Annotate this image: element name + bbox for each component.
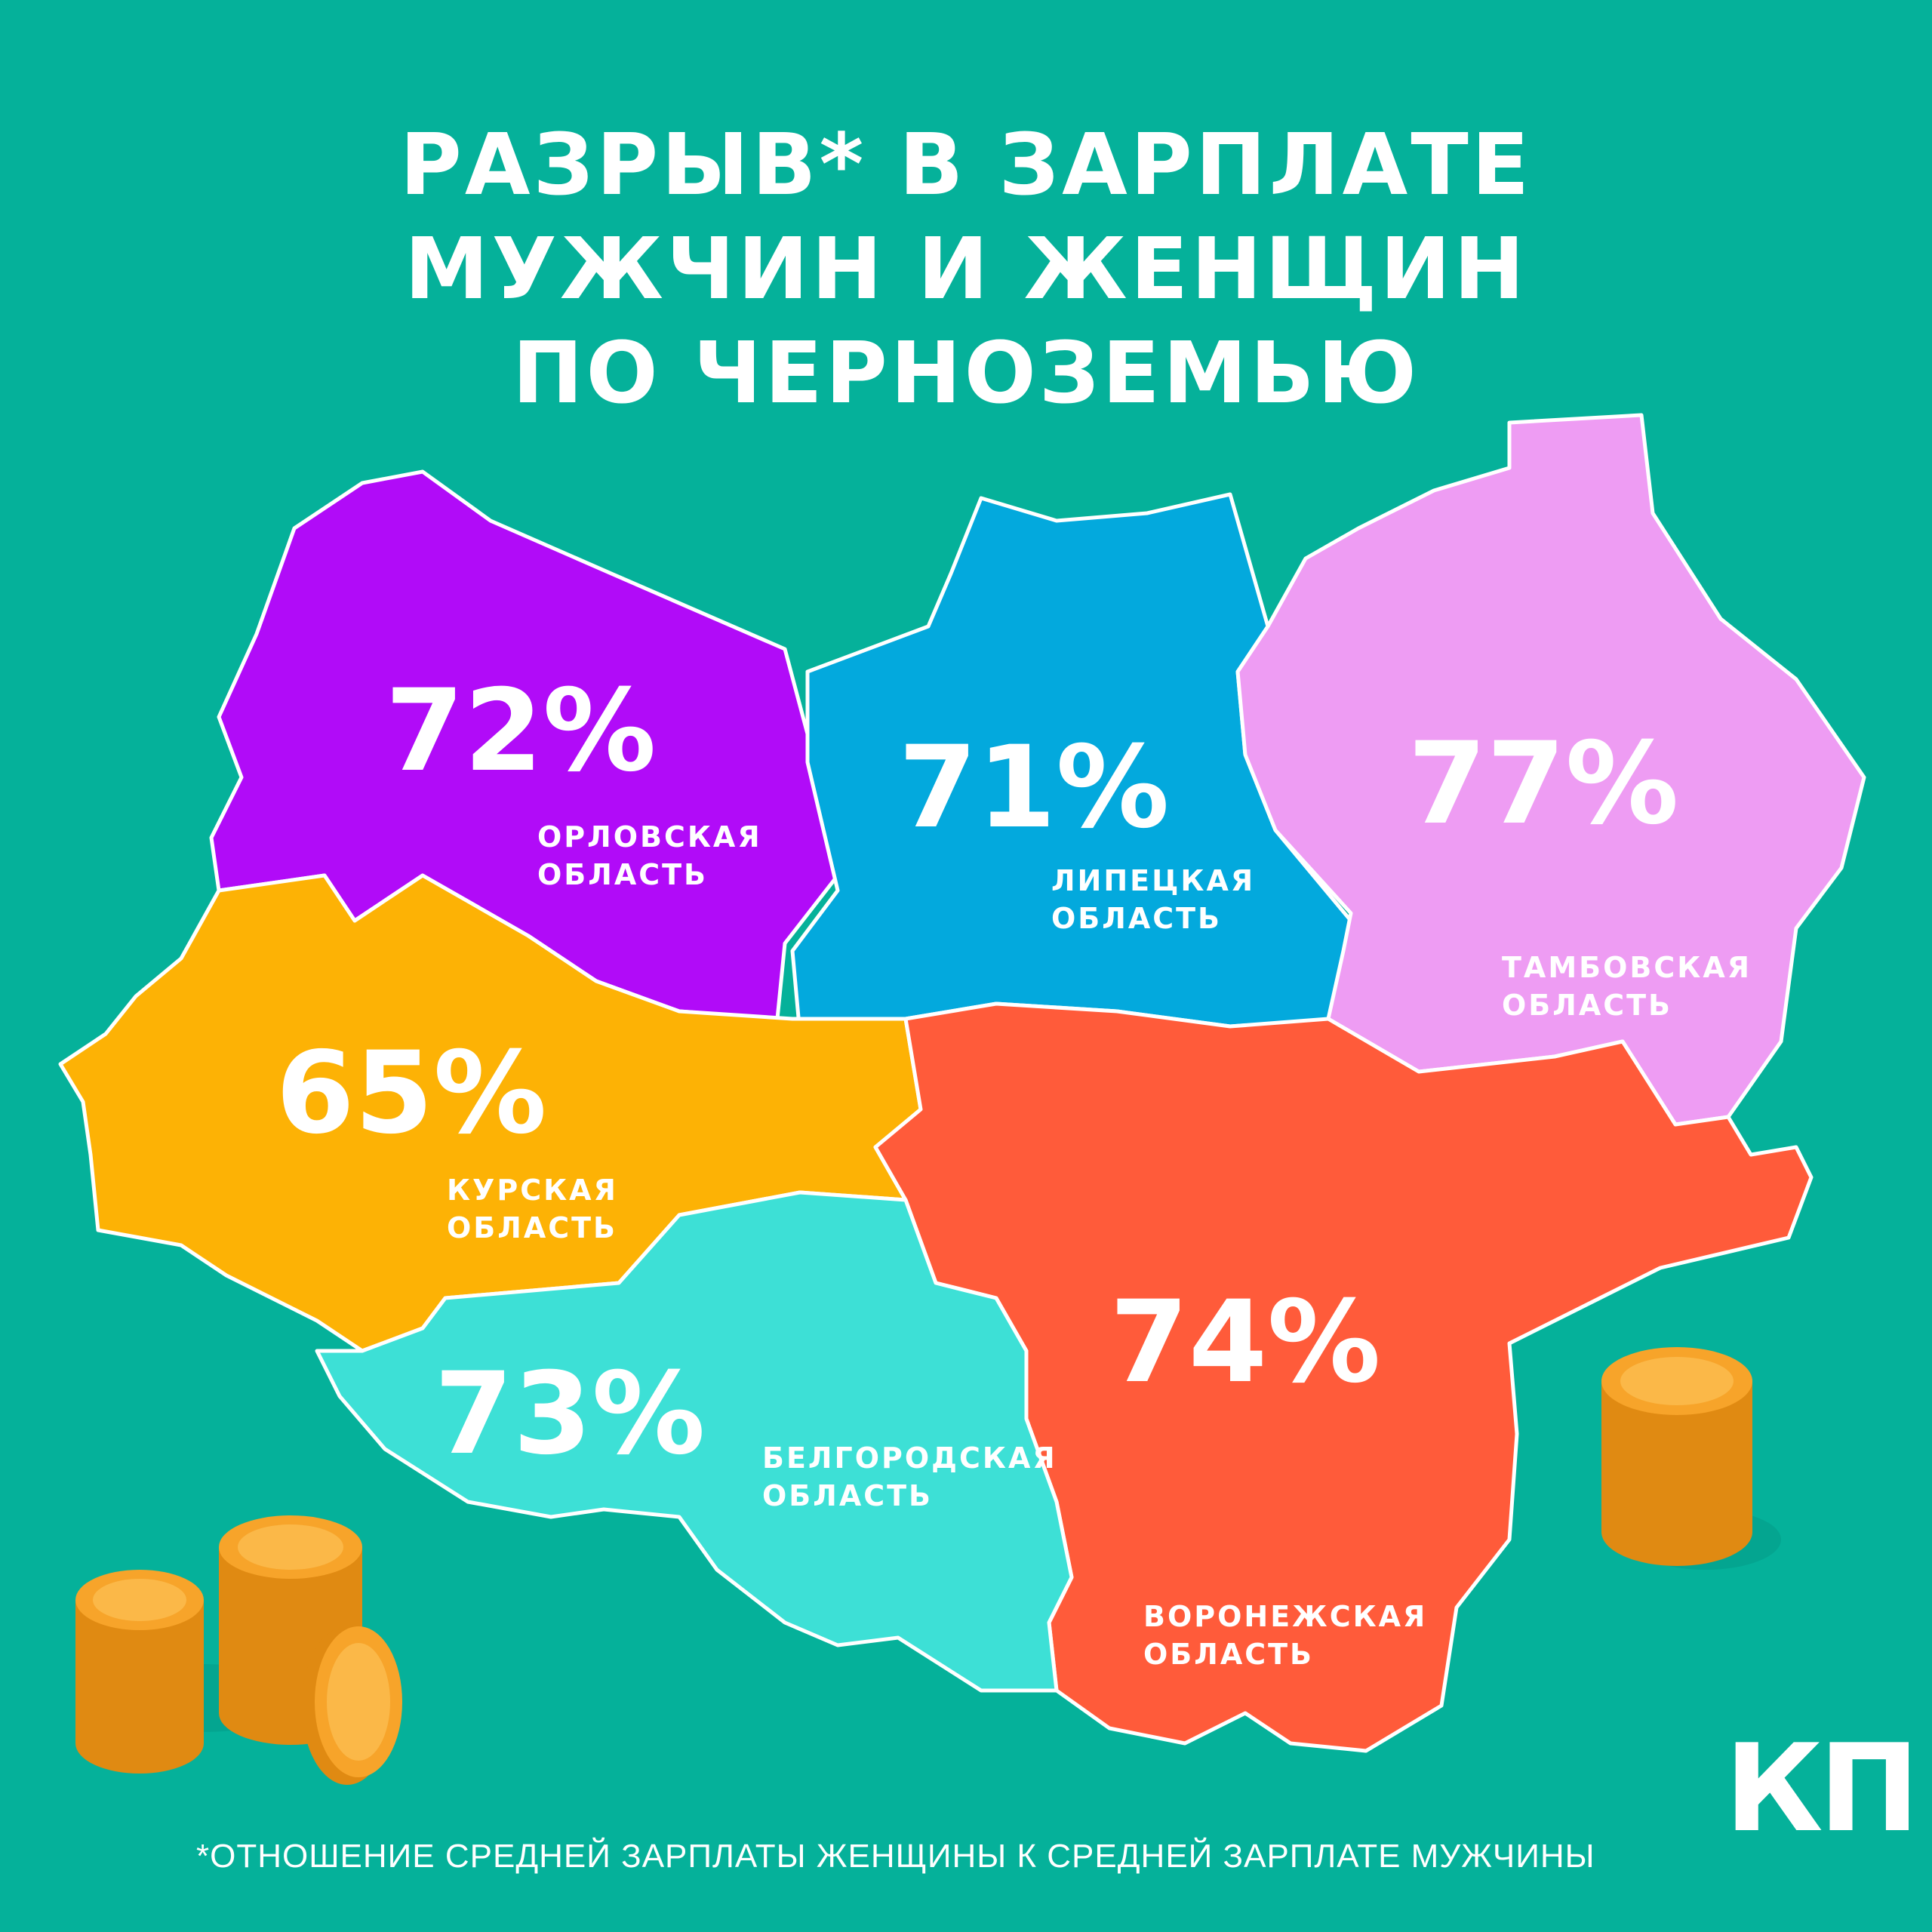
title-line-3: ПО ЧЕРНОЗЕМЬЮ (512, 325, 1420, 423)
region-kursk-label-1: КУРСКАЯ (447, 1174, 618, 1207)
region-tambov-label-1: ТАМБОВСКАЯ (1502, 951, 1752, 984)
coins-left-icon (75, 1515, 402, 1785)
region-orel-label-1: ОРЛОВСКАЯ (537, 820, 762, 854)
region-lipetsk-label-2: ОБЛАСТЬ (1051, 902, 1222, 935)
region-voronezh-value: 74% (1109, 1277, 1380, 1408)
title-line-2: МУЖЧИН И ЖЕНЩИН (405, 220, 1527, 318)
region-orel-value: 72% (385, 666, 656, 797)
region-tambov-label-2: ОБЛАСТЬ (1502, 989, 1672, 1022)
title-line-1: РАЗРЫВ* В ЗАРПЛАТЕ (399, 116, 1533, 214)
region-tambov-value: 77% (1407, 718, 1678, 850)
region-belgorod-shape[interactable] (315, 1190, 1074, 1693)
kp-logo: КП (1724, 1718, 1920, 1859)
logo-text: КП (1724, 1718, 1920, 1859)
region-lipetsk-value: 71% (898, 722, 1169, 854)
region-orel-label-2: ОБЛАСТЬ (537, 858, 708, 891)
region-lipetsk-label-1: ЛИПЕЦКАЯ (1051, 864, 1255, 897)
region-voronezh-label-1: ВОРОНЕЖСКАЯ (1143, 1600, 1427, 1633)
region-kursk-label-2: ОБЛАСТЬ (447, 1211, 617, 1244)
region-belgorod-label-1: БЕЛГОРОДСКАЯ (762, 1441, 1057, 1475)
region-voronezh-label-2: ОБЛАСТЬ (1143, 1638, 1314, 1671)
region-kursk-value: 65% (275, 1028, 546, 1159)
region-belgorod-value: 73% (434, 1349, 705, 1480)
region-belgorod-label-2: ОБЛАСТЬ (762, 1479, 933, 1512)
page-title: РАЗРЫВ* В ЗАРПЛАТЕ МУЖЧИН И ЖЕНЩИН ПО ЧЕ… (0, 113, 1932, 426)
footnote: *ОТНОШЕНИЕ СРЕДНЕЙ ЗАРПЛАТЫ ЖЕНЩИНЫ К СР… (196, 1838, 1595, 1875)
coins-right-icon (1601, 1347, 1781, 1570)
